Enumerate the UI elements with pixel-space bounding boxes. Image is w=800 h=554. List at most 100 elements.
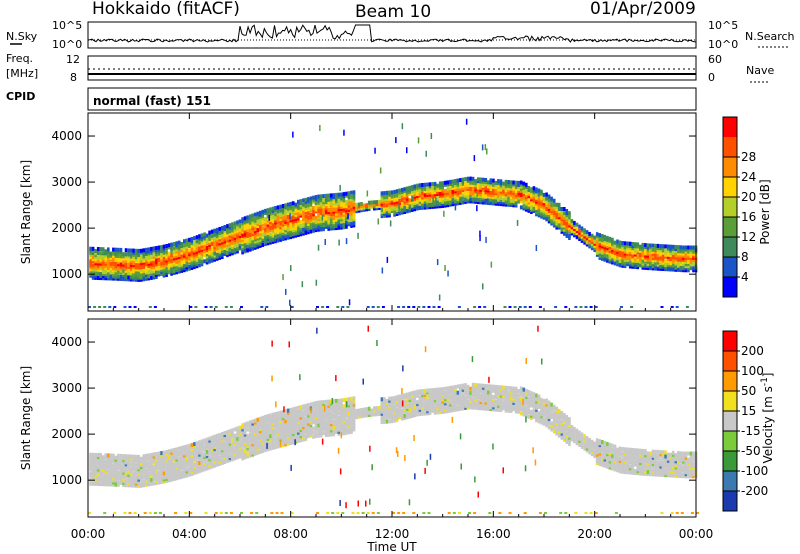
power-cell (314, 203, 318, 208)
power-cell (646, 249, 650, 254)
velocity-cell (433, 400, 437, 405)
power-cell (345, 199, 348, 204)
velocity-cell (236, 428, 239, 433)
power-cell (421, 205, 424, 210)
power-cell (297, 210, 300, 215)
velocity-cell (408, 408, 412, 413)
power-cell (165, 254, 168, 259)
power-cell (684, 253, 688, 258)
power-cell (464, 183, 467, 188)
velocity-cell (281, 439, 285, 443)
power-cell (259, 239, 262, 244)
power-cell (200, 233, 204, 238)
power-cell (370, 202, 374, 207)
power-cell (221, 252, 224, 257)
power-cell (335, 195, 338, 199)
power-cell (403, 207, 406, 212)
velocity-cell (289, 416, 292, 421)
power-cell (560, 207, 564, 211)
velocity-cell (101, 469, 105, 474)
power-cell (527, 204, 531, 209)
power-cell (428, 184, 432, 189)
power-cell (251, 213, 254, 218)
power-cell (649, 247, 652, 252)
power-cell (641, 242, 645, 247)
velocity-cell (286, 439, 290, 444)
power-cell (309, 213, 313, 217)
power-cell (481, 144, 484, 151)
velocity-cell (324, 420, 328, 425)
power-cell (593, 243, 596, 248)
velocity-cell (299, 405, 303, 410)
velocity-cell (177, 463, 181, 468)
power-cell (155, 254, 158, 259)
velocity-cell (332, 409, 336, 414)
velocity-cell (357, 412, 361, 417)
velocity-cell (218, 449, 222, 454)
power-cell (172, 260, 176, 265)
velocity-cell (322, 406, 325, 411)
power-cell (623, 241, 627, 246)
velocity-cell (226, 455, 229, 459)
power-cell (641, 253, 645, 258)
power-cell (243, 232, 247, 237)
velocity-cell (160, 451, 163, 456)
velocity-cell (413, 392, 417, 397)
velocity-cell (89, 452, 92, 457)
velocity-cell (322, 400, 325, 405)
power-cell (107, 255, 110, 260)
velocity-cell (309, 433, 313, 438)
power-cell (312, 212, 315, 217)
power-cell (228, 231, 232, 236)
power-cell (621, 241, 624, 245)
power-cell (532, 202, 536, 207)
velocity-cell (124, 470, 128, 475)
power-cell (134, 275, 138, 280)
velocity-cell (297, 405, 300, 410)
power-cell (193, 236, 196, 241)
power-cell (172, 264, 176, 269)
power-cell (486, 148, 488, 155)
power-cell (512, 197, 515, 202)
velocity-cell (200, 443, 204, 448)
velocity-cell (150, 452, 153, 457)
velocity-cell (112, 478, 115, 483)
power-cell (504, 190, 508, 195)
power-cell (375, 206, 379, 211)
velocity-cell (155, 454, 158, 459)
power-cell (631, 242, 634, 246)
velocity-cell (152, 452, 156, 457)
velocity-cell (208, 455, 211, 460)
power-cell (329, 201, 333, 206)
power-cell (210, 258, 214, 263)
power-cell (575, 226, 579, 231)
velocity-cell (337, 427, 341, 432)
velocity-cell (221, 438, 224, 443)
power-cell (324, 193, 328, 198)
power-cell (608, 249, 612, 254)
power-cell (89, 273, 92, 278)
velocity-cell (233, 448, 237, 453)
power-cell (294, 227, 298, 232)
velocity-cell (122, 476, 125, 481)
power-cell (502, 187, 505, 192)
power-cell (243, 247, 247, 252)
power-cell (243, 241, 247, 246)
power-cell (636, 242, 640, 247)
velocity-cell (177, 450, 181, 455)
velocity-cell (274, 439, 277, 443)
power-cell (438, 200, 442, 205)
power-cell (636, 254, 640, 259)
velocity-cell (175, 468, 178, 472)
power-cell (578, 224, 581, 229)
power-cell (575, 229, 579, 233)
velocity-cell (259, 431, 262, 436)
power-cell (152, 258, 156, 263)
power-cell (91, 263, 95, 268)
velocity-cell (253, 420, 257, 425)
power-cell (345, 204, 348, 209)
velocity-cell (241, 452, 244, 457)
power-cell (215, 248, 219, 253)
power-cell (129, 254, 133, 259)
velocity-cell (378, 405, 381, 410)
